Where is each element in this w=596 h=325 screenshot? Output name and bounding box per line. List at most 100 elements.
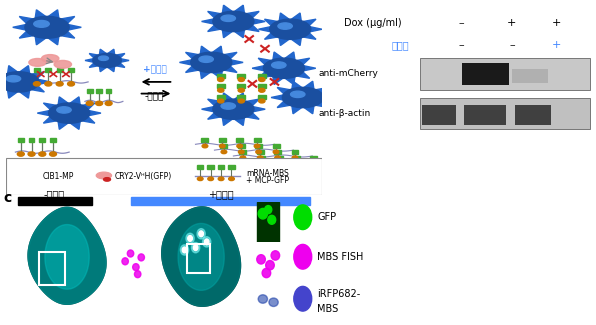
- Polygon shape: [116, 63, 125, 67]
- Polygon shape: [121, 59, 129, 62]
- Circle shape: [182, 247, 187, 253]
- Polygon shape: [297, 58, 310, 64]
- Polygon shape: [58, 122, 68, 129]
- Circle shape: [266, 261, 274, 270]
- Bar: [237, 84, 246, 88]
- Polygon shape: [291, 13, 301, 21]
- Polygon shape: [28, 207, 106, 304]
- Bar: [237, 95, 246, 99]
- Polygon shape: [162, 207, 241, 306]
- Polygon shape: [247, 113, 259, 119]
- Polygon shape: [44, 103, 56, 109]
- Circle shape: [269, 298, 278, 306]
- Bar: [39, 252, 65, 285]
- Circle shape: [311, 162, 317, 165]
- Bar: [87, 89, 92, 93]
- Polygon shape: [38, 111, 49, 116]
- Circle shape: [45, 82, 52, 86]
- Polygon shape: [257, 202, 279, 242]
- Bar: [50, 138, 56, 142]
- Text: +청색광: +청색광: [208, 189, 233, 200]
- Polygon shape: [39, 79, 51, 84]
- Ellipse shape: [104, 178, 110, 181]
- Circle shape: [273, 150, 279, 154]
- Circle shape: [275, 156, 281, 160]
- Text: CIB1-MP: CIB1-MP: [42, 172, 74, 181]
- Circle shape: [199, 231, 203, 237]
- Polygon shape: [32, 72, 44, 78]
- Bar: [221, 144, 228, 148]
- Circle shape: [238, 150, 244, 154]
- Polygon shape: [108, 66, 114, 72]
- Circle shape: [238, 78, 244, 82]
- Polygon shape: [253, 107, 265, 112]
- Circle shape: [188, 236, 193, 241]
- Polygon shape: [58, 97, 68, 105]
- Text: + MCP-GFP: + MCP-GFP: [246, 176, 289, 185]
- Polygon shape: [89, 63, 98, 67]
- Ellipse shape: [278, 23, 292, 29]
- Polygon shape: [116, 54, 125, 58]
- Polygon shape: [26, 167, 32, 172]
- Polygon shape: [200, 46, 210, 54]
- Circle shape: [268, 215, 276, 224]
- Polygon shape: [291, 38, 301, 46]
- Circle shape: [203, 237, 211, 247]
- Polygon shape: [292, 81, 302, 89]
- Text: GFP: GFP: [317, 212, 336, 222]
- Polygon shape: [213, 71, 222, 79]
- Polygon shape: [271, 95, 283, 100]
- Circle shape: [221, 150, 226, 154]
- Circle shape: [218, 88, 224, 92]
- Ellipse shape: [93, 53, 121, 68]
- Polygon shape: [222, 30, 232, 38]
- Polygon shape: [35, 10, 46, 18]
- Circle shape: [265, 206, 272, 214]
- Polygon shape: [20, 66, 30, 73]
- Polygon shape: [235, 93, 244, 101]
- Polygon shape: [44, 117, 56, 123]
- Polygon shape: [247, 99, 259, 105]
- Polygon shape: [185, 66, 198, 72]
- Polygon shape: [304, 106, 314, 114]
- Bar: [254, 138, 260, 142]
- Bar: [57, 68, 63, 72]
- Ellipse shape: [191, 52, 232, 72]
- Polygon shape: [19, 31, 33, 38]
- Circle shape: [229, 177, 234, 181]
- Text: anti-mCherry: anti-mCherry: [319, 69, 378, 78]
- Polygon shape: [303, 33, 316, 39]
- Polygon shape: [224, 52, 237, 58]
- Polygon shape: [10, 179, 17, 182]
- Polygon shape: [28, 207, 106, 304]
- Bar: [207, 165, 214, 169]
- Bar: [238, 144, 245, 148]
- Polygon shape: [82, 117, 95, 123]
- Text: -청색광: -청색광: [43, 189, 64, 200]
- Circle shape: [257, 156, 263, 160]
- Text: 청색광: 청색광: [392, 40, 409, 50]
- Ellipse shape: [57, 107, 71, 113]
- Circle shape: [105, 101, 112, 106]
- Bar: [512, 69, 548, 83]
- Circle shape: [219, 144, 225, 148]
- Circle shape: [39, 152, 46, 156]
- Polygon shape: [48, 36, 59, 45]
- Polygon shape: [0, 72, 5, 78]
- Circle shape: [259, 78, 265, 82]
- Polygon shape: [222, 5, 232, 13]
- Circle shape: [218, 78, 224, 82]
- Bar: [237, 74, 246, 78]
- Bar: [257, 150, 263, 154]
- Circle shape: [202, 144, 208, 148]
- Polygon shape: [258, 58, 271, 64]
- Polygon shape: [0, 86, 5, 92]
- Circle shape: [17, 152, 24, 156]
- Bar: [240, 150, 246, 154]
- Polygon shape: [70, 97, 80, 105]
- Polygon shape: [89, 54, 98, 58]
- Polygon shape: [162, 207, 241, 306]
- Bar: [217, 95, 225, 99]
- Bar: [257, 74, 266, 78]
- Bar: [461, 63, 509, 85]
